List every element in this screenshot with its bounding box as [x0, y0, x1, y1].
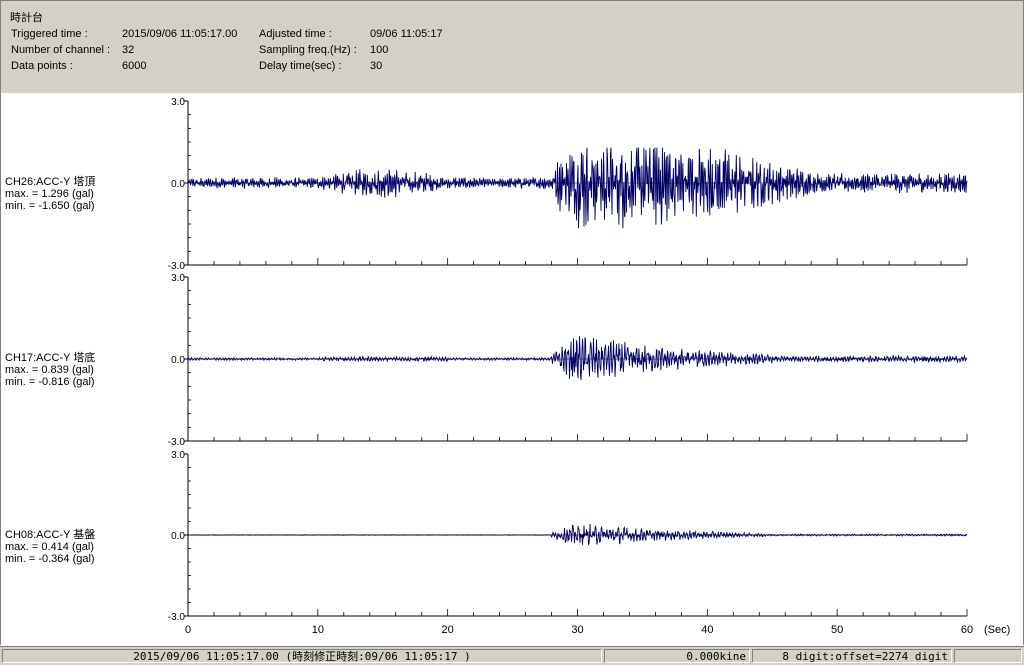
- y-tick-label: 0.0: [171, 179, 185, 190]
- channel-label-ch08: CH08:ACC-Y 基盤 max. = 0.414 (gal) min. = …: [5, 529, 95, 565]
- channel-label-ch26: CH26:ACC-Y 塔頂 max. = 1.296 (gal) min. = …: [5, 176, 95, 212]
- y-tick-label: 3.0: [171, 273, 185, 284]
- adjusted-time-value: 09/06 11:05:17: [370, 28, 443, 40]
- status-bar: 2015/09/06 11:05:17.00 (時刻修正時刻:09/06 11:…: [0, 646, 1024, 665]
- channel-panel: 3.0 0.0 -3.0: [168, 97, 968, 272]
- y-tick-label: -3.0: [168, 261, 186, 272]
- channel-count-label: Number of channel :: [11, 44, 111, 56]
- channel-name: CH17:ACC-Y 塔底: [5, 352, 96, 364]
- station-title: 時計台: [10, 12, 43, 24]
- status-kine: 0.000kine: [604, 649, 750, 663]
- x-tick-label: 40: [701, 624, 713, 636]
- x-tick-label: 0: [185, 624, 191, 636]
- triggered-time-value: 2015/09/06 11:05:17.00: [122, 28, 238, 40]
- channel-panel: 3.0 0.0 -3.0: [168, 273, 968, 448]
- adjusted-time-label: Adjusted time :: [259, 28, 332, 40]
- status-digit: 8 digit:offset=2274 digit: [752, 649, 952, 663]
- x-axis-label: (Sec): [984, 624, 1010, 636]
- y-tick-label: 3.0: [171, 450, 185, 461]
- x-tick-label: 50: [831, 624, 843, 636]
- y-tick-label: 0.0: [171, 531, 185, 542]
- x-tick-label: 10: [312, 624, 324, 636]
- status-time: 2015/09/06 11:05:17.00 (時刻修正時刻:09/06 11:…: [2, 649, 602, 663]
- channel-name: CH26:ACC-Y 塔頂: [5, 176, 96, 188]
- y-tick-label: -3.0: [168, 612, 186, 623]
- sampling-freq-label: Sampling freq.(Hz) :: [259, 44, 357, 56]
- channel-max: max. = 0.839 (gal): [5, 364, 94, 376]
- channel-max: max. = 1.296 (gal): [5, 188, 94, 200]
- waveform-line: [187, 336, 968, 381]
- waveform-line: [187, 147, 968, 229]
- channel-min: min. = -0.816 (gal): [5, 376, 95, 388]
- x-tick-label: 30: [571, 624, 583, 636]
- data-points-value: 6000: [122, 60, 147, 72]
- x-tick-label: 20: [442, 624, 454, 636]
- channel-label-ch17: CH17:ACC-Y 塔底 max. = 0.839 (gal) min. = …: [5, 352, 95, 388]
- data-points-label: Data points :: [11, 60, 73, 72]
- delay-time-value: 30: [370, 60, 383, 72]
- waveform-line: [187, 523, 968, 545]
- waveform-chart: 3.00.0-3.03.00.0-3.03.00.0-3.00 10 20 30 40 5…: [168, 97, 1011, 636]
- y-tick-label: 0.0: [171, 355, 185, 366]
- channel-count-value: 32: [122, 44, 135, 56]
- info-header: 時計台 Triggered time : 2015/09/06 11:05:17…: [0, 0, 1024, 94]
- channel-panel: 3.0 0.0 -3.0: [168, 450, 968, 623]
- y-tick-label: -3.0: [168, 437, 186, 448]
- waveform-plot-area: CH26:ACC-Y 塔頂 max. = 1.296 (gal) min. = …: [0, 93, 1024, 645]
- channel-min: min. = -1.650 (gal): [5, 200, 95, 212]
- y-tick-label: 3.0: [171, 97, 185, 108]
- status-empty: [954, 649, 1022, 663]
- x-tick-label: 60: [961, 624, 973, 636]
- channel-min: min. = -0.364 (gal): [5, 553, 95, 565]
- channel-max: max. = 0.414 (gal): [5, 541, 94, 553]
- triggered-time-label: Triggered time :: [11, 28, 88, 40]
- sampling-freq-value: 100: [370, 44, 389, 56]
- delay-time-label: Delay time(sec) :: [259, 60, 342, 72]
- channel-name: CH08:ACC-Y 基盤: [5, 529, 96, 541]
